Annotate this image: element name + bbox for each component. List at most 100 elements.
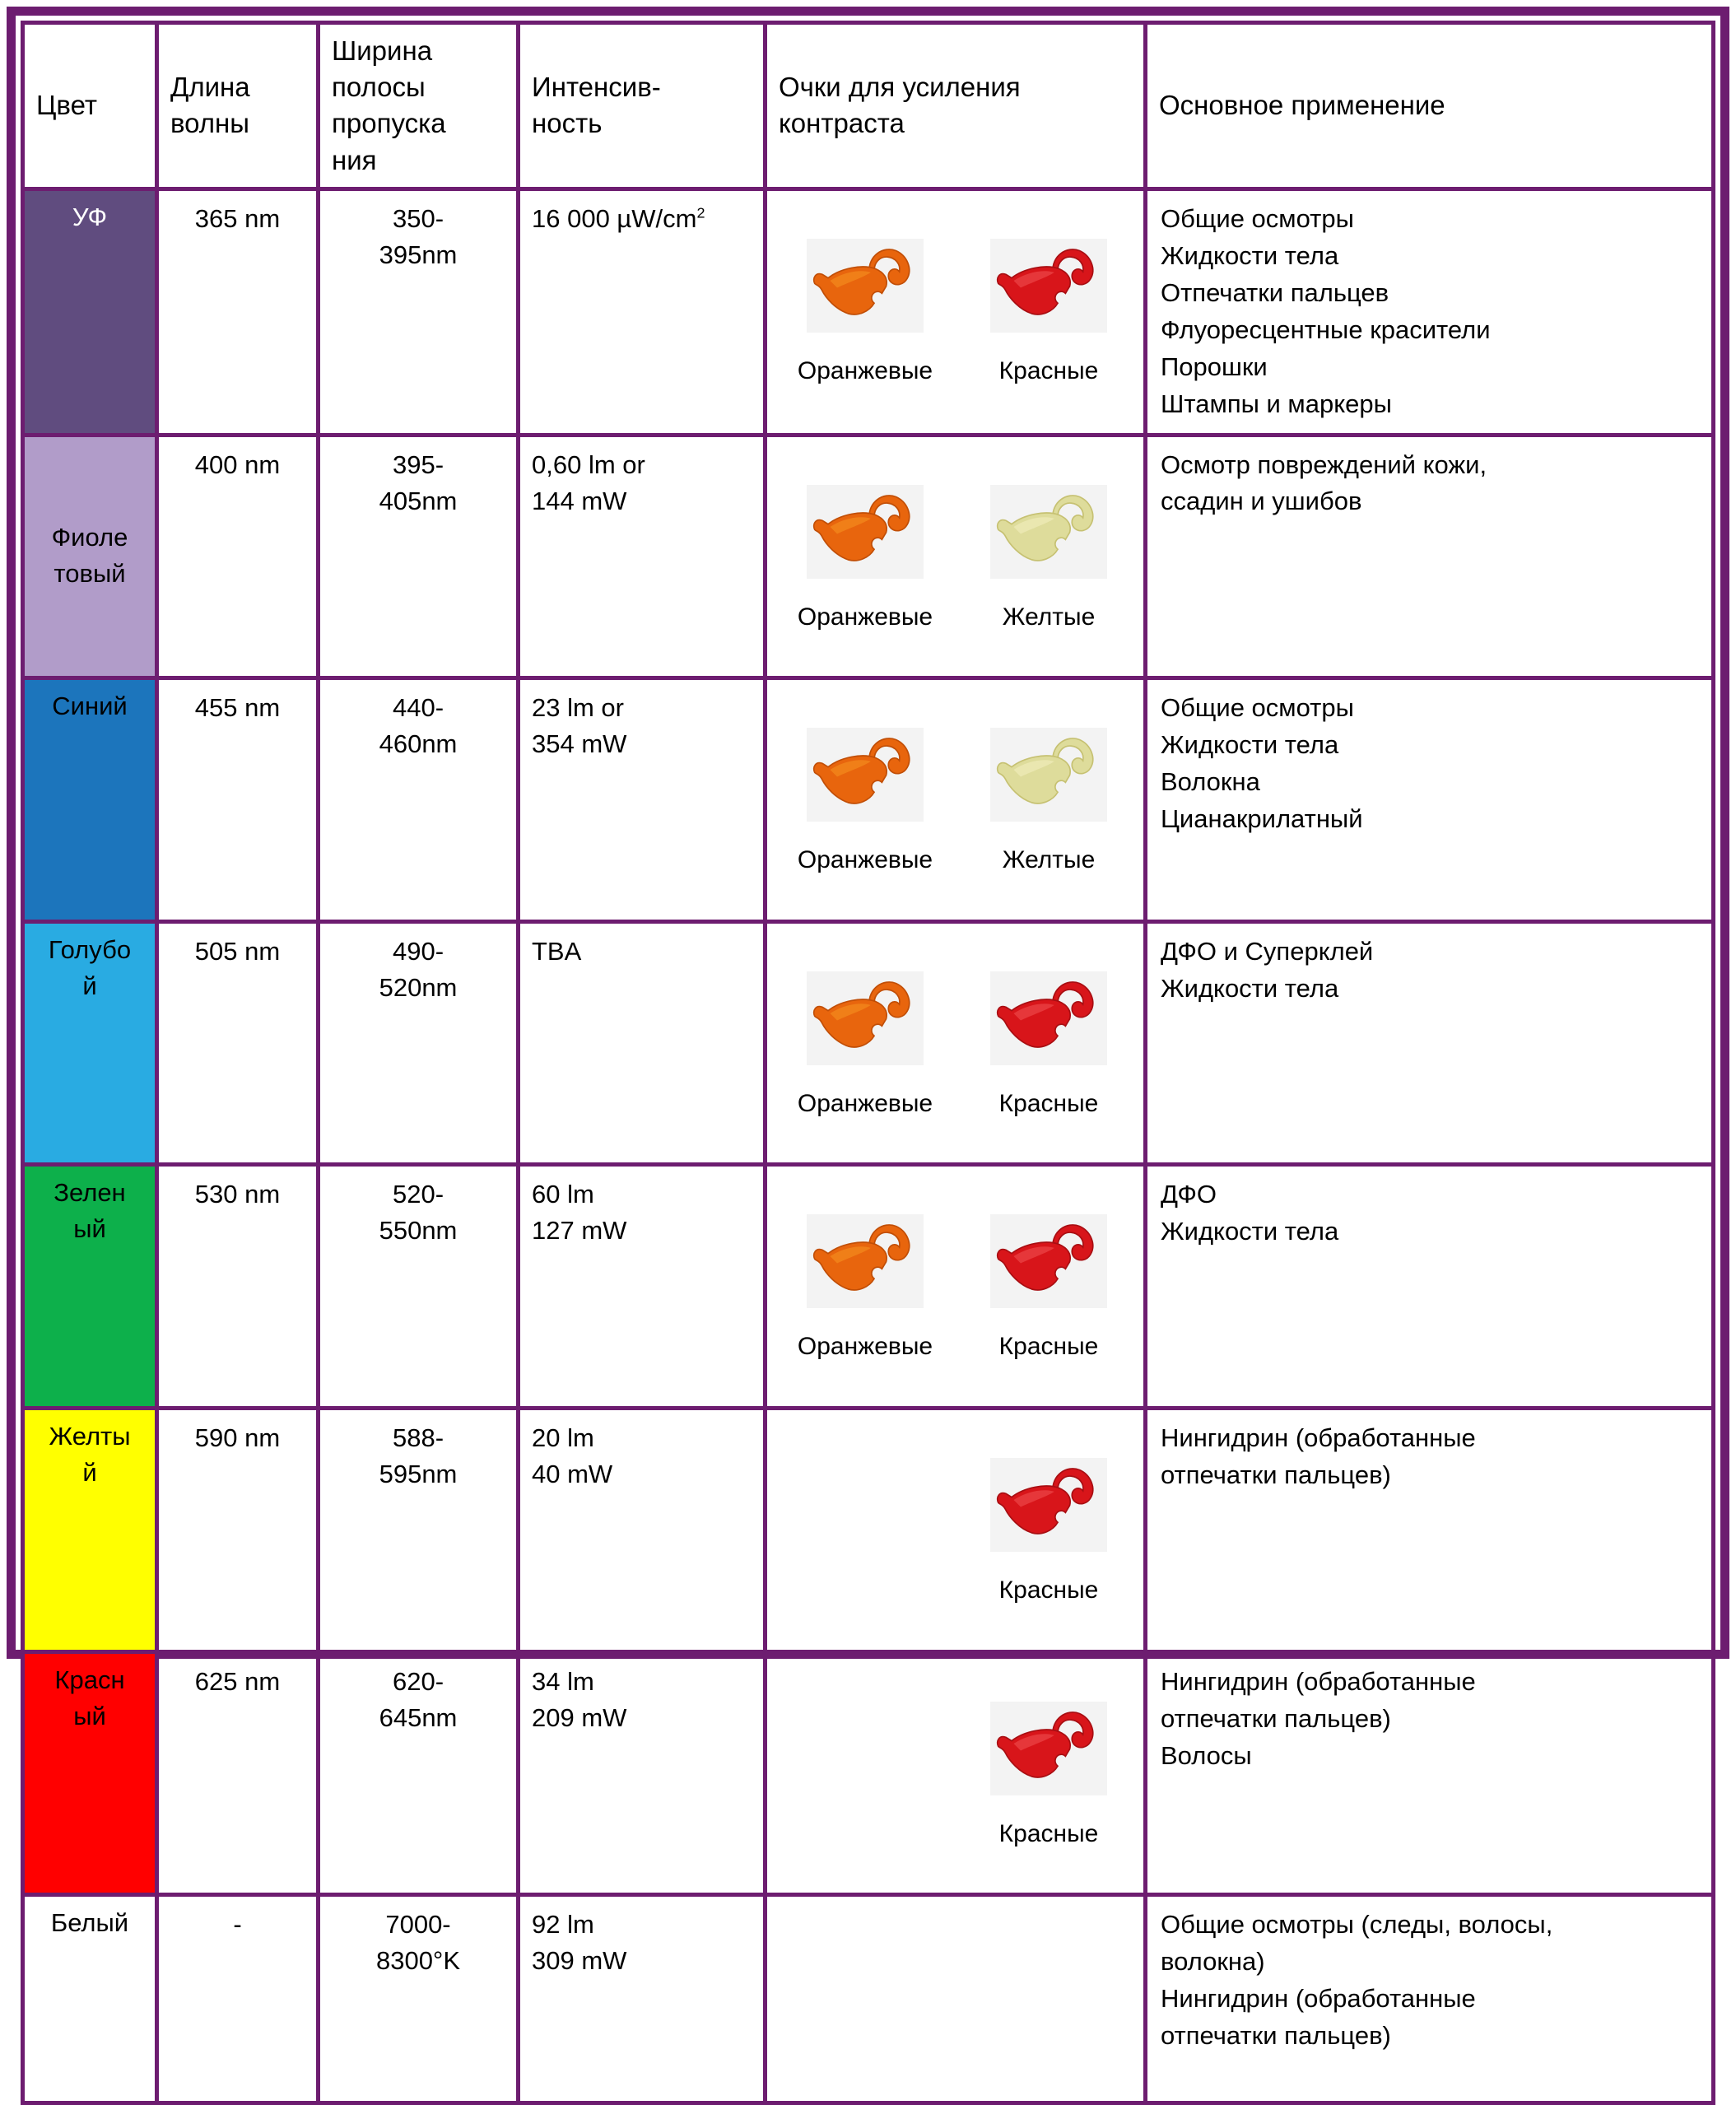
safety-glasses-icon [996,738,1094,804]
wavelength-cell: 505 nm [155,919,320,1167]
glasses-color-label: Желтые [1002,603,1096,631]
glasses-cell: Оранжевые Красные [763,186,1147,437]
intensity-value: 34 lm 209 mW [532,1666,627,1732]
table-row: Голубо й 505 nm 490- 520nm TBA Оранжевые [21,919,1715,1167]
table-row: Фиоле товый 400 nm 395- 405nm 0,60 lm or… [21,432,1715,681]
glasses-color-label: Оранжевые [797,1333,933,1361]
glasses-slot: Красные [962,1214,1135,1365]
intensity-value: 0,60 lm or 144 mW [532,449,645,515]
safety-glasses-icon [812,249,910,315]
applications-cell: ДФО и Суперклей Жидкости тела [1143,919,1715,1167]
glasses-color-label: Красные [998,1576,1099,1604]
applications-cell: Нингидрин (обработанные отпечатки пальце… [1143,1406,1715,1654]
table-frame: Цвет Длина волны Ширина полосы пропуска … [7,7,1729,2105]
intensity-cell: 20 lm 40 mW [516,1406,767,1654]
safety-glasses-icon [812,738,910,804]
color-cell: Желты й [21,1406,159,1654]
color-cell: Голубо й [21,919,159,1167]
glasses-pair [779,1944,1135,2060]
applications-cell: Общие осмотры Жидкости тела Отпечатки па… [1143,186,1715,437]
glasses-cell [763,1893,1147,2105]
color-cell: Синий [21,676,159,924]
wavelength-cell: 590 nm [155,1406,320,1654]
color-cell: УФ [21,186,159,437]
wavelength-cell: 455 nm [155,676,320,924]
safety-glasses-icon [996,494,1094,561]
header-bandwidth: Ширина полосы пропуска ния [316,21,520,191]
safety-glasses-image [990,1701,1107,1795]
glasses-pair: Оранжевые Красные [779,971,1135,1122]
glasses-slot: Красные [962,238,1135,389]
glasses-color-label: Красные [998,1089,1099,1117]
glasses-color-label: Красные [998,1333,1099,1361]
intensity-cell: 92 lm 309 mW [516,1893,767,2105]
safety-glasses-icon [996,1468,1094,1535]
bandwidth-cell: 440- 460nm [316,676,520,924]
safety-glasses-image [807,1214,924,1309]
glasses-slot: Оранжевые [779,1214,952,1365]
intensity-cell: 60 lm 127 mW [516,1162,767,1410]
glasses-slot: Оранжевые [779,728,952,878]
glasses-cell: Красные [763,1649,1147,1898]
safety-glasses-image [807,238,924,333]
intensity-value: 60 lm 127 mW [532,1180,627,1246]
glasses-color-label: Оранжевые [797,356,933,384]
safety-glasses-image [990,971,1107,1065]
bandwidth-cell: 490- 520nm [316,919,520,1167]
glasses-color-label: Красные [998,1819,1099,1847]
glasses-color-label: Красные [998,356,1099,384]
glasses-color-label: Оранжевые [797,603,933,631]
intensity-value: 16 000 µW/cm [532,203,697,233]
intensity-cell: 34 lm 209 mW [516,1649,767,1898]
glasses-pair: Оранжевые Желтые [779,728,1135,878]
safety-glasses-image [990,728,1107,822]
applications-cell: Общие осмотры (следы, волосы, волокна) Н… [1143,1893,1715,2105]
glasses-color-label: Оранжевые [797,1089,933,1117]
intensity-cell: 23 lm or 354 mW [516,676,767,924]
safety-glasses-image [990,484,1107,579]
bandwidth-cell: 350- 395nm [316,186,520,437]
table-row: Зелен ый 530 nm 520- 550nm 60 lm 127 mW … [21,1162,1715,1410]
light-sources-table: Цвет Длина волны Ширина полосы пропуска … [21,21,1715,2105]
bandwidth-cell: 395- 405nm [316,432,520,681]
glasses-pair: Красные [779,1701,1135,1852]
color-cell: Зелен ый [21,1162,159,1410]
color-cell: Красн ый [21,1649,159,1898]
glasses-color-label: Оранжевые [797,846,933,874]
page: Цвет Длина волны Ширина полосы пропуска … [7,7,1729,2105]
applications-cell: Осмотр повреждений кожи, ссадин и ушибов [1143,432,1715,681]
glasses-slot: Красные [962,971,1135,1122]
glasses-pair: Оранжевые Красные [779,1214,1135,1365]
glasses-cell: Оранжевые Красные [763,1162,1147,1410]
color-cell: Белый [21,1893,159,2105]
bandwidth-cell: 588- 595nm [316,1406,520,1654]
glasses-pair: Оранжевые Красные [779,238,1135,389]
header-intensity: Интенсив- ность [516,21,767,191]
table-row: Синий 455 nm 440- 460nm 23 lm or 354 mW … [21,676,1715,924]
header-color: Цвет [21,21,159,191]
glasses-cell: Оранжевые Желтые [763,432,1147,681]
header-wavelength: Длина волны [155,21,320,191]
glasses-slot: Желтые [962,484,1135,636]
intensity-cell: TBA [516,919,767,1167]
glasses-slot: Красные [962,1701,1135,1852]
intensity-value: 20 lm 40 mW [532,1423,613,1489]
table-body: УФ 365 nm 350- 395nm 16 000 µW/cm2 Оранж… [21,186,1715,2105]
intensity-cell: 0,60 lm or 144 mW [516,432,767,681]
intensity-superscript: 2 [696,204,705,221]
safety-glasses-icon [996,981,1094,1048]
applications-cell: Нингидрин (обработанные отпечатки пальце… [1143,1649,1715,1898]
safety-glasses-icon [812,981,910,1048]
safety-glasses-image [990,238,1107,333]
wavelength-cell: - [155,1893,320,2105]
color-cell: Фиоле товый [21,432,159,681]
glasses-cell: Оранжевые Красные [763,919,1147,1167]
glasses-pair: Оранжевые Желтые [779,484,1135,636]
table-row: Красн ый 625 nm 620- 645nm 34 lm 209 mW [21,1649,1715,1898]
wavelength-cell: 625 nm [155,1649,320,1898]
safety-glasses-image [990,1458,1107,1553]
header-row: Цвет Длина волны Ширина полосы пропуска … [21,21,1715,191]
safety-glasses-image [807,484,924,579]
applications-cell: ДФО Жидкости тела [1143,1162,1715,1410]
glasses-cell: Красные [763,1406,1147,1654]
